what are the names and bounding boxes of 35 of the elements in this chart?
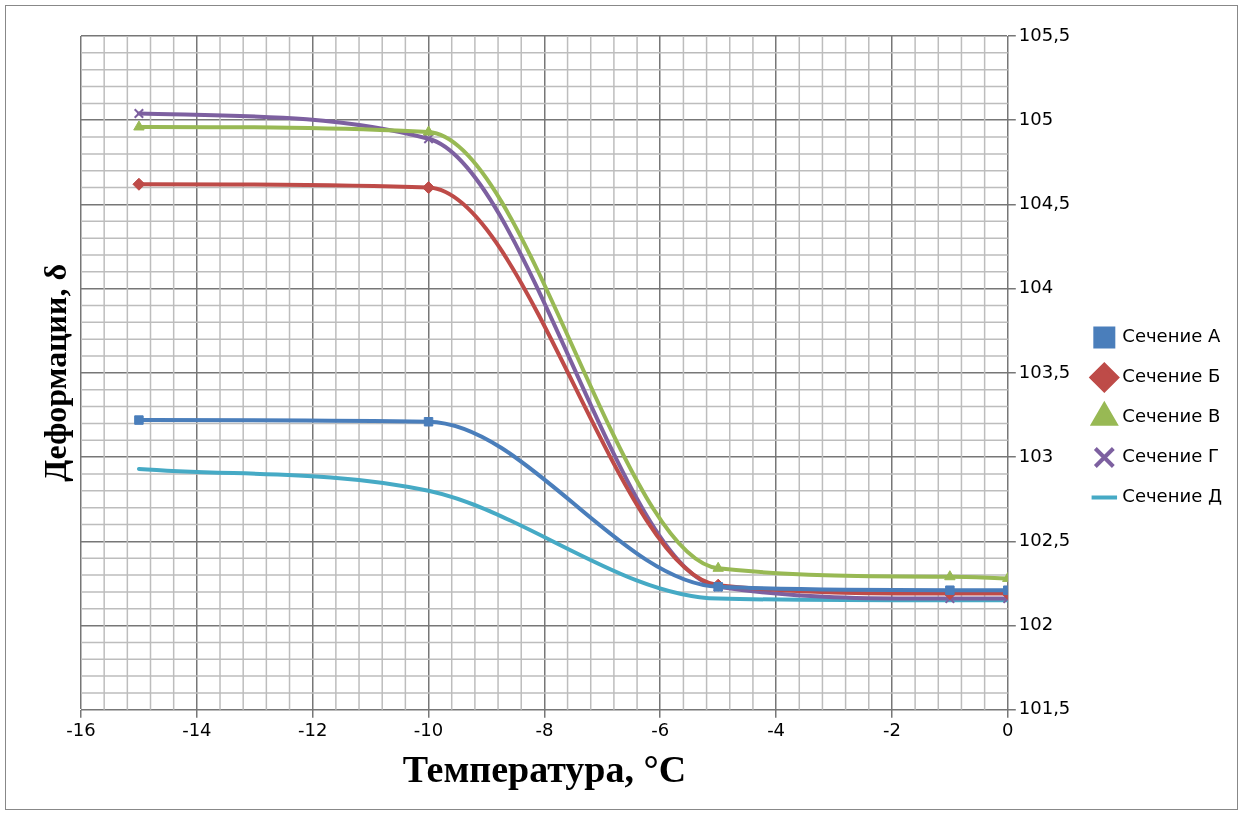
x-axis-title: Температура, °C (402, 748, 687, 791)
point (134, 415, 144, 425)
x-tick-label: -6 (651, 719, 670, 741)
x-tick-label: -4 (767, 719, 786, 741)
x-tick-label: -16 (66, 719, 96, 741)
point (133, 120, 145, 131)
point (712, 561, 724, 572)
x-tick-label: -14 (182, 719, 212, 741)
point (945, 585, 955, 595)
legend-label: Сечение Г (1122, 445, 1219, 467)
y-tick-label: 103,5 (1018, 360, 1071, 382)
point (133, 108, 145, 119)
y-tick-label: 103 (1018, 444, 1054, 466)
y-tick-label: 105 (1018, 107, 1054, 129)
y-tick-label: 101,5 (1018, 697, 1071, 719)
y-axis-title: Деформации, δ (37, 263, 74, 482)
y-tick-label: 102 (1018, 613, 1054, 635)
legend-label: Сечение Д (1122, 485, 1223, 507)
x-tick-label: -8 (535, 719, 554, 741)
x-tick-label: -2 (882, 719, 901, 741)
legend-label: Сечение А (1122, 325, 1221, 347)
x-tick-label: -10 (413, 719, 444, 741)
point (423, 417, 434, 427)
y-tick-label: 104 (1018, 276, 1054, 298)
point (944, 570, 956, 581)
x-tick-label: 0 (1002, 719, 1014, 741)
x-tick-label: -12 (298, 719, 328, 741)
y-tick-label: 102,5 (1018, 529, 1071, 551)
legend-label: Сечение В (1122, 405, 1221, 427)
point (422, 181, 436, 195)
y-tick-label: 104,5 (1018, 192, 1071, 214)
y-tick-label: 105,5 (1018, 23, 1071, 45)
legend-label: Сечение Б (1122, 365, 1221, 387)
point (422, 125, 435, 136)
point (132, 177, 146, 191)
